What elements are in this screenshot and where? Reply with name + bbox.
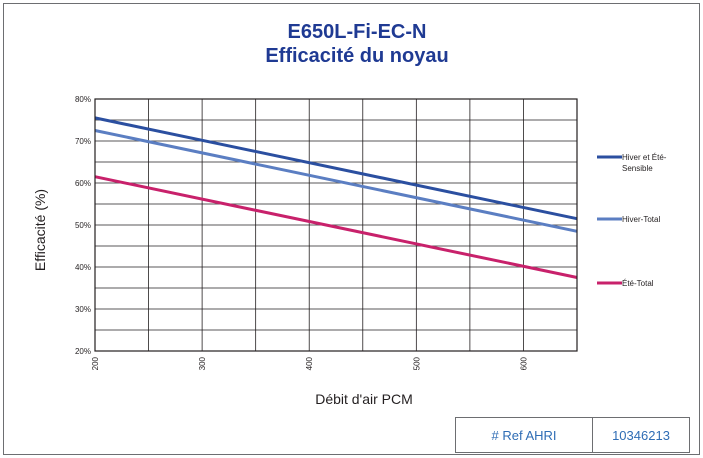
y-axis-label: Efficacité (%)	[32, 189, 48, 271]
y-tick-label: 30%	[75, 305, 91, 314]
x-tick-label: 200	[91, 356, 100, 370]
x-tick-label: 300	[198, 356, 207, 370]
x-axis-label: Débit d'air PCM	[315, 391, 413, 407]
series-line	[94, 116, 578, 221]
x-tick-label: 500	[412, 356, 421, 370]
legend-label: Hiver et Été-Sensible	[622, 153, 667, 173]
legend: Hiver et Été-Sensible Hiver-Total Été-Tota…	[597, 153, 667, 288]
plot-area-border	[94, 98, 578, 352]
chart-title: E650L-Fi-EC-N	[288, 21, 427, 43]
ref-label: # Ref AHRI	[491, 428, 556, 443]
y-tick-label: 70%	[75, 137, 91, 146]
chart-subtitle: Efficacité du noyau	[265, 45, 448, 67]
x-tick-label: 600	[519, 356, 528, 370]
series-lines	[94, 116, 578, 279]
legend-label: Hiver-Total	[622, 215, 660, 224]
legend-label: Été-Total	[622, 279, 654, 288]
series-line	[94, 175, 578, 279]
y-tick-label: 50%	[75, 221, 91, 230]
ref-value: 10346213	[612, 428, 670, 443]
y-tick-label: 60%	[75, 179, 91, 188]
x-tick-labels: 200 300 400 500 600	[91, 356, 528, 370]
y-tick-label: 40%	[75, 263, 91, 272]
ref-value-cell	[592, 417, 690, 453]
y-tick-label: 20%	[75, 347, 91, 356]
series-line	[94, 129, 578, 233]
y-tick-labels: 20% 30% 40% 50% 60% 70% 80%	[75, 95, 91, 356]
plot-grid	[95, 99, 577, 351]
y-tick-label: 80%	[75, 95, 91, 104]
x-tick-label: 400	[305, 356, 314, 370]
ref-label-cell	[455, 417, 593, 453]
